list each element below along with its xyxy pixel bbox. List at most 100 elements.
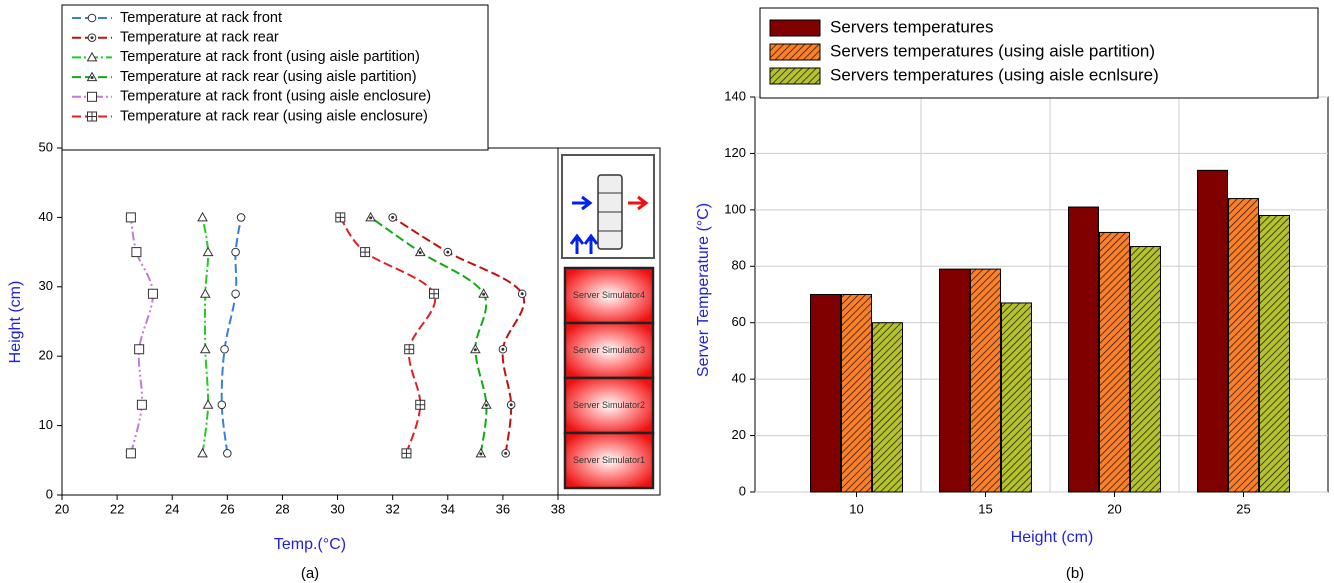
marker-dot [484, 403, 488, 407]
point [429, 288, 439, 299]
x-tick-label: 30 [330, 501, 344, 516]
server-simulator-label: Server Simulator2 [573, 400, 645, 410]
marker-shape [199, 288, 211, 298]
x-tick-label: 36 [496, 501, 510, 516]
point [335, 212, 346, 223]
x-tick-label: 20 [1107, 501, 1121, 516]
point [125, 212, 136, 223]
point [197, 211, 208, 222]
y-tick-label: 50 [39, 139, 53, 154]
point [197, 447, 208, 458]
bar [872, 322, 903, 493]
server-simulator-label: Server Simulator1 [573, 455, 645, 465]
point [443, 247, 453, 257]
server-simulator-label: Server Simulator4 [573, 290, 645, 300]
point [414, 246, 426, 257]
y-axis-label: Height (cm) [7, 281, 24, 364]
marker-dot [479, 452, 483, 456]
y-tick-label: 40 [39, 209, 53, 224]
x-tick-label: 34 [441, 501, 455, 516]
legend-frame [759, 7, 1319, 99]
y-tick-label: 120 [724, 145, 746, 160]
marker-cross [415, 400, 425, 410]
x-tick-label: 26 [220, 501, 234, 516]
bar [1228, 198, 1259, 493]
marker-shape [223, 449, 232, 458]
point [481, 399, 492, 409]
y-tick-label: 10 [39, 417, 53, 432]
caption: (a) [301, 565, 319, 582]
x-tick-label: 20 [55, 501, 69, 516]
marker-dot [369, 216, 373, 220]
marker-shape [199, 343, 211, 354]
point [199, 288, 211, 298]
y-tick-label: 140 [724, 88, 746, 103]
y-axis-label: Server Temperature (°C) [695, 203, 712, 377]
point [134, 344, 145, 355]
point [388, 213, 397, 222]
point [202, 246, 214, 257]
marker-shape [217, 400, 227, 410]
series-line [392, 216, 525, 454]
point [217, 400, 227, 410]
series-line [370, 216, 488, 454]
marker-cross [335, 212, 345, 222]
marker-shape [131, 247, 142, 258]
legend-swatch [769, 67, 821, 85]
point [131, 247, 142, 258]
bar [1130, 246, 1161, 493]
legend: Temperature at rack front Temperature at … [61, 4, 489, 151]
point [202, 399, 214, 409]
y-tick-label: 60 [732, 314, 746, 329]
bar [810, 294, 841, 493]
x-tick-label: 10 [849, 501, 863, 516]
legend-label: Temperature at rack rear (using aisle pa… [120, 69, 417, 85]
marker-dot [90, 36, 94, 40]
marker-dot [418, 251, 422, 255]
legend-label: Temperature at rack rear [120, 30, 279, 46]
y-tick-label: 20 [39, 348, 53, 363]
caption: (b) [1066, 565, 1084, 582]
server-simulator-label: Server Simulator3 [573, 345, 645, 355]
legend-label: Servers temperatures (using aisle ecnlsu… [830, 65, 1159, 84]
point [136, 399, 147, 410]
x-tick-label: 38 [551, 501, 565, 516]
marker-dot [482, 292, 486, 296]
server-simulator [563, 376, 655, 435]
y-tick-label: 0 [739, 483, 746, 498]
bar [1068, 206, 1099, 493]
marker-dot [391, 215, 395, 219]
x-axis-label: Height (cm) [1011, 529, 1094, 546]
x-tick-label: 24 [165, 501, 179, 516]
legend-marker [87, 33, 97, 43]
legend-label: Temperature at rack front [120, 10, 282, 26]
x-axis-label: Temp.(°C) [274, 536, 346, 553]
marker-shape [231, 247, 240, 257]
y-tick-label: 40 [732, 371, 746, 386]
bar [1099, 231, 1130, 493]
bar [970, 268, 1001, 493]
point [231, 247, 240, 257]
server-simulator [563, 266, 655, 325]
marker-dot [446, 250, 450, 254]
marker-cross [404, 344, 414, 354]
server-simulator [563, 321, 655, 380]
legend-label: Temperature at rack front (using aisle e… [120, 89, 431, 105]
legend-marker [87, 13, 97, 23]
point [501, 449, 510, 458]
point [231, 289, 240, 299]
legend-marker [87, 91, 97, 102]
server-simulator [563, 431, 655, 490]
marker-shape [87, 13, 97, 23]
series-line [220, 217, 243, 454]
point [199, 343, 211, 354]
marker-shape [236, 213, 246, 222]
x-tick-label: 28 [275, 501, 289, 516]
marker-shape [125, 448, 136, 459]
legend-label: Servers temperatures [830, 17, 993, 36]
point [125, 448, 136, 459]
legend: Servers temperatures Servers temperatures… [759, 7, 1319, 99]
bar [1197, 169, 1228, 493]
legend-marker [86, 51, 98, 62]
